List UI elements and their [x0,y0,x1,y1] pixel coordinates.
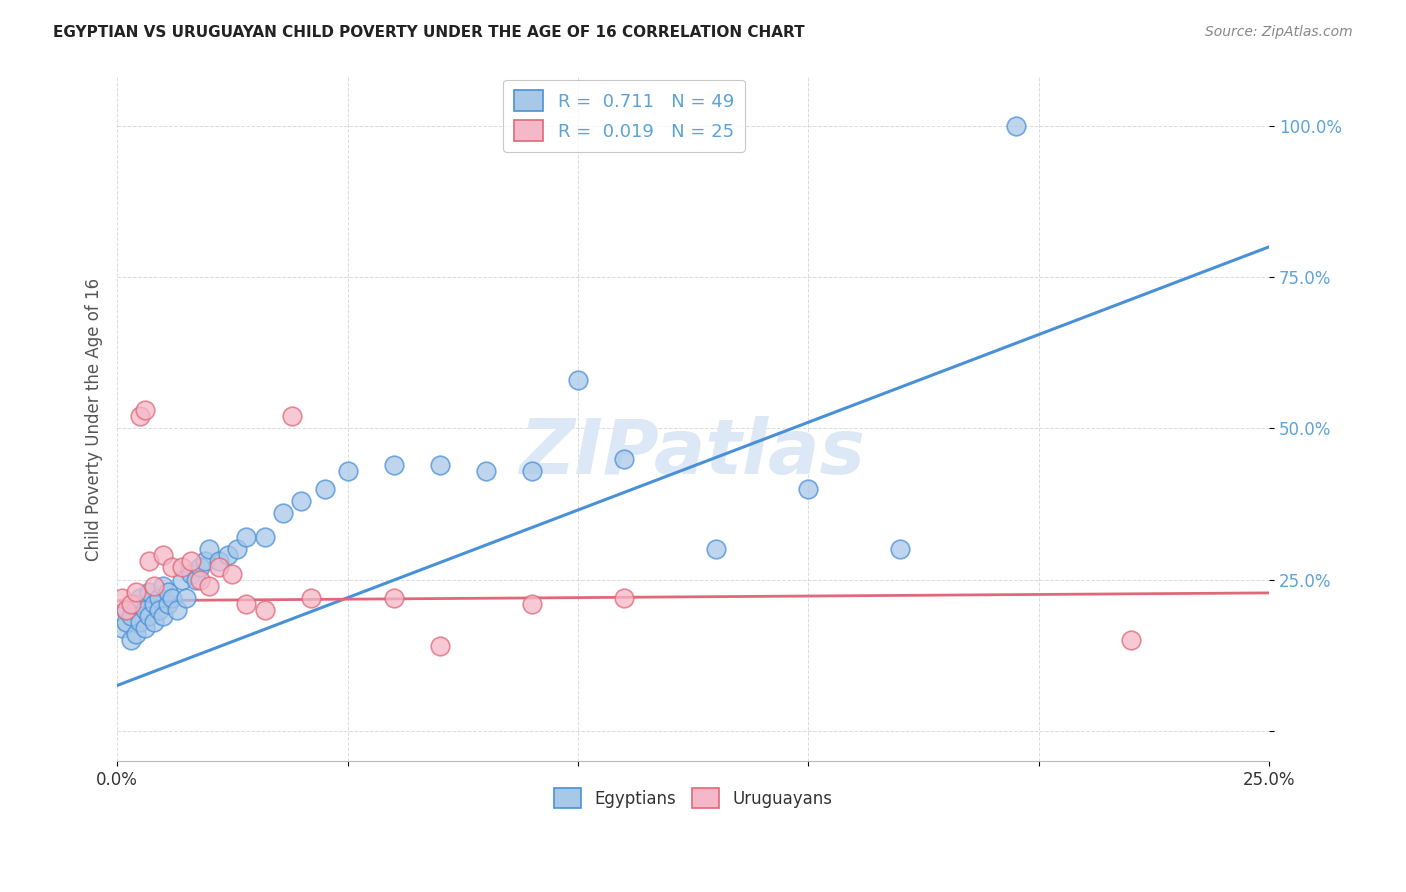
Point [162,560,184,574]
Point [290,494,312,508]
Point [120,597,142,611]
Point [429,639,451,653]
Point [129,409,152,424]
Point [176,591,198,605]
Point [124,597,146,611]
Point [429,458,451,472]
Point [120,633,142,648]
Point [134,603,156,617]
Point [226,542,249,557]
Point [120,608,142,623]
Point [143,615,166,629]
Point [134,403,156,417]
Point [704,542,727,557]
Point [138,554,160,568]
Point [180,554,202,568]
Point [797,482,820,496]
Text: EGYPTIAN VS URUGUAYAN CHILD POVERTY UNDER THE AGE OF 16 CORRELATION CHART: EGYPTIAN VS URUGUAYAN CHILD POVERTY UNDE… [53,25,806,40]
Point [235,597,257,611]
Point [115,603,138,617]
Point [143,597,166,611]
Point [194,554,217,568]
Point [129,615,152,629]
Y-axis label: Child Poverty Under the Age of 16: Child Poverty Under the Age of 16 [86,277,103,561]
Point [138,608,160,623]
Point [111,621,134,635]
Point [613,591,636,605]
Point [124,627,146,641]
Point [170,573,193,587]
Point [188,560,211,574]
Point [148,591,170,605]
Point [170,560,193,574]
Point [166,603,188,617]
Text: Source: ZipAtlas.com: Source: ZipAtlas.com [1205,25,1353,39]
Point [152,579,174,593]
Point [1004,119,1026,133]
Point [143,579,166,593]
Point [115,603,138,617]
Point [156,584,179,599]
Point [520,597,543,611]
Point [613,451,636,466]
Point [1119,633,1142,648]
Point [156,597,179,611]
Point [138,584,160,599]
Point [382,458,405,472]
Text: ZIPatlas: ZIPatlas [520,417,866,491]
Point [889,542,911,557]
Point [253,603,276,617]
Point [217,549,239,563]
Point [253,530,276,544]
Point [184,573,207,587]
Point [520,464,543,478]
Point [207,560,229,574]
Point [382,591,405,605]
Point [162,591,184,605]
Point [148,603,170,617]
Point [281,409,304,424]
Point [152,608,174,623]
Point [336,464,359,478]
Point [180,566,202,581]
Point [124,584,146,599]
Legend: Egyptians, Uruguayans: Egyptians, Uruguayans [547,781,839,814]
Point [221,566,243,581]
Point [134,621,156,635]
Point [198,579,221,593]
Point [271,506,294,520]
Point [188,573,211,587]
Point [299,591,322,605]
Point [567,373,589,387]
Point [314,482,336,496]
Point [475,464,498,478]
Point [235,530,257,544]
Point [129,591,152,605]
Point [198,542,221,557]
Point [115,615,138,629]
Point [207,554,229,568]
Point [111,591,134,605]
Point [152,549,174,563]
